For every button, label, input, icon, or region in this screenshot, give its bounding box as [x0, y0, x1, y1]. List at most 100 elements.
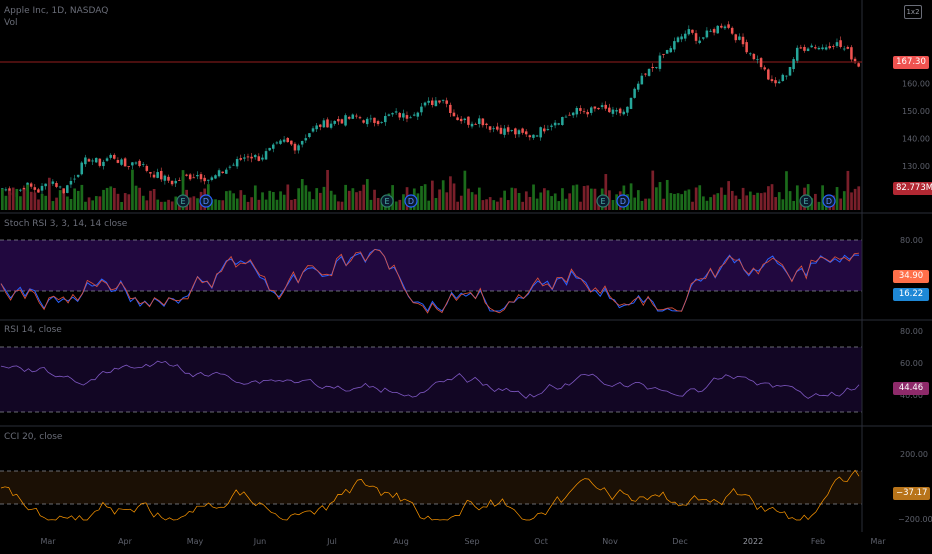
- rsi-axis-tick: 40.00: [900, 391, 923, 400]
- candle: [94, 157, 98, 163]
- volume-bar: [593, 188, 597, 210]
- candle: [250, 156, 253, 159]
- volume-bar: [756, 192, 759, 210]
- volume-bar: [821, 185, 824, 210]
- volume-bar: [315, 188, 319, 210]
- volume-bar: [550, 196, 553, 210]
- volume-bar: [716, 193, 720, 210]
- volume-bar: [579, 201, 582, 210]
- candle: [644, 73, 647, 75]
- candle: [832, 46, 835, 47]
- volume-bar: [91, 200, 95, 210]
- candle: [846, 46, 850, 49]
- volume-bar: [47, 177, 51, 210]
- volume-bar: [727, 181, 731, 210]
- volume-bar: [113, 187, 116, 210]
- candle: [600, 105, 604, 107]
- volume-bar: [44, 195, 48, 210]
- volume-bar: [561, 188, 564, 210]
- candle: [799, 47, 803, 49]
- volume-bar: [69, 198, 73, 210]
- volume-bar: [66, 196, 69, 210]
- candle: [300, 141, 304, 145]
- candle: [105, 158, 109, 161]
- candle: [586, 111, 589, 115]
- candle: [210, 177, 214, 180]
- volume-bar: [293, 198, 297, 210]
- candle: [243, 157, 246, 159]
- volume-bar: [785, 171, 788, 210]
- candle: [416, 112, 420, 117]
- candle: [286, 137, 289, 143]
- candle: [427, 100, 430, 103]
- candle: [402, 113, 405, 118]
- volume-bar: [62, 193, 66, 210]
- candle: [803, 46, 806, 51]
- volume-bar: [33, 192, 37, 210]
- candle: [745, 42, 748, 53]
- volume-bar: [98, 196, 102, 210]
- layout-toggle-button[interactable]: 1x2: [904, 5, 922, 19]
- volume-bar: [282, 194, 286, 210]
- candle: [571, 112, 575, 116]
- price-axis-tick: 150.00: [902, 107, 930, 116]
- volume-bar: [738, 199, 741, 210]
- time-axis-tick: Oct: [534, 537, 548, 546]
- candle: [463, 118, 467, 121]
- candle: [178, 180, 181, 181]
- candle: [553, 122, 557, 126]
- candle: [113, 154, 116, 159]
- stoch-axis-tick: 80.00: [900, 236, 923, 245]
- volume-bar: [11, 187, 15, 210]
- volume-bar: [759, 193, 763, 210]
- volume-bar: [123, 193, 127, 210]
- candle: [767, 69, 770, 80]
- candle: [734, 34, 738, 41]
- volume-bar: [225, 191, 228, 210]
- volume-bar: [239, 190, 243, 210]
- candle: [275, 142, 279, 144]
- candle: [730, 27, 734, 34]
- volume-bar: [709, 197, 712, 210]
- dividend-marker-icon: [822, 194, 836, 208]
- candle: [123, 158, 127, 167]
- volume-bar: [131, 169, 134, 210]
- volume-bar: [694, 187, 698, 210]
- volume-bar: [745, 195, 749, 210]
- volume-bar: [705, 200, 709, 210]
- candle: [380, 122, 383, 123]
- volume-bar: [853, 188, 857, 210]
- volume-bar: [723, 194, 727, 210]
- candle: [687, 29, 691, 35]
- volume-bar: [748, 191, 752, 210]
- volume-bar: [698, 185, 702, 210]
- candle: [622, 111, 626, 115]
- volume-bar: [228, 190, 232, 210]
- candle: [814, 47, 817, 49]
- candle: [835, 42, 839, 46]
- candle: [810, 45, 813, 48]
- dividend-marker-icon: [616, 194, 630, 208]
- volume-bar: [365, 179, 369, 210]
- candle: [131, 162, 134, 166]
- candle: [716, 25, 719, 34]
- candle: [185, 174, 188, 176]
- candle: [44, 183, 47, 187]
- candle: [149, 172, 152, 174]
- candle: [66, 185, 69, 193]
- candle: [524, 131, 528, 135]
- rsi-axis-tick: 80.00: [900, 327, 923, 336]
- volume-bar: [774, 197, 777, 210]
- stoch-band: [0, 240, 862, 291]
- volume-bar: [857, 186, 861, 210]
- volume-bar: [665, 179, 669, 210]
- candle: [492, 128, 495, 130]
- volume-bar: [781, 199, 785, 210]
- candle: [138, 160, 141, 167]
- volume-bar: [235, 198, 239, 210]
- candle: [405, 115, 409, 119]
- candle: [857, 63, 860, 67]
- volume-bar: [557, 201, 561, 210]
